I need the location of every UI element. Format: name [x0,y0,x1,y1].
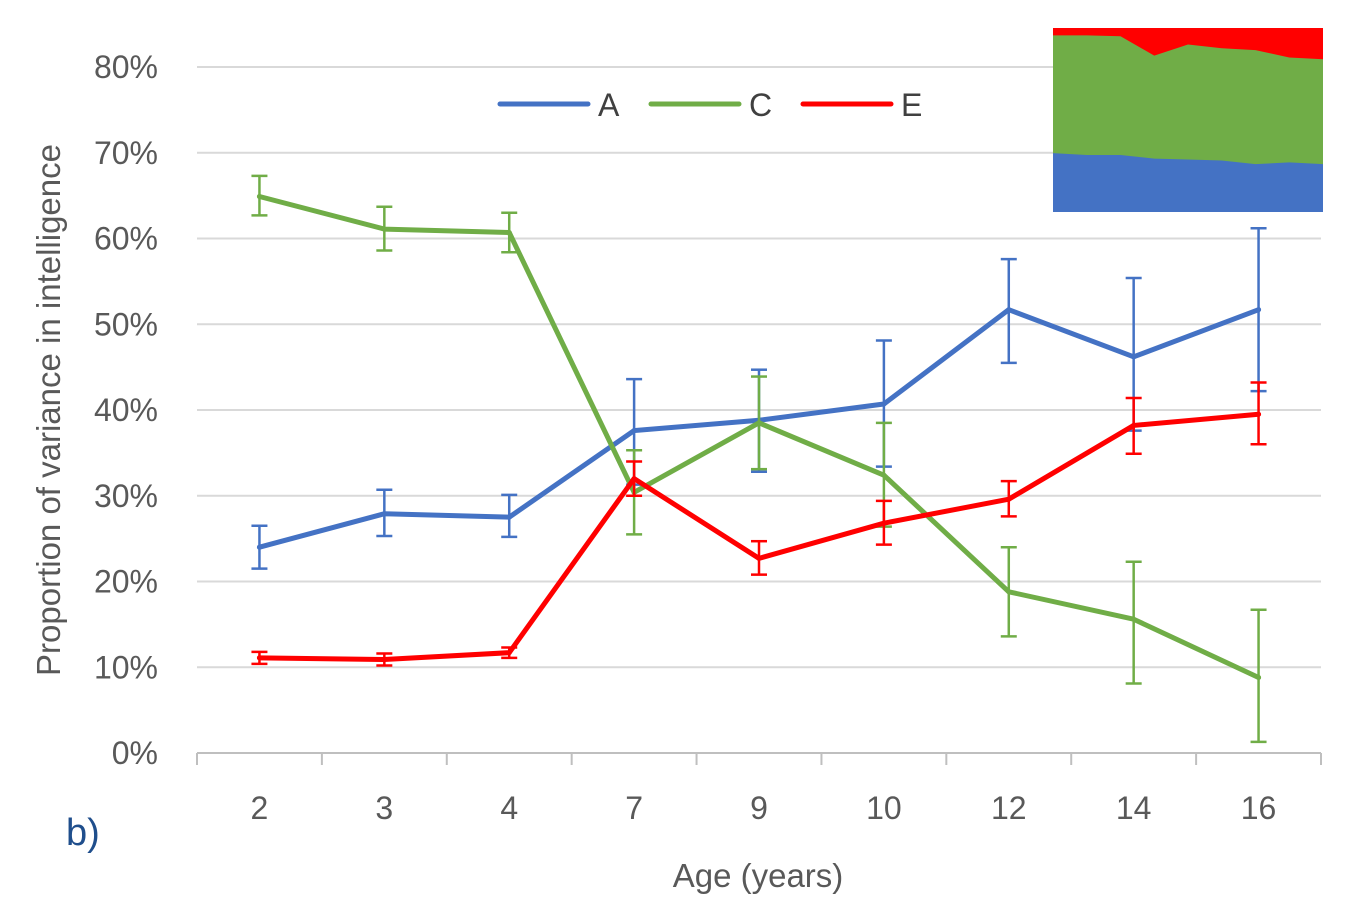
x-tick-label: 7 [625,790,643,826]
legend-label-C: C [749,87,772,123]
data-point [756,420,762,426]
data-point [1131,422,1137,428]
data-point [506,650,512,656]
y-tick-labels: 0% 10% 20% 30% 40% 50% 60% 70% 80% [94,49,158,771]
data-point [631,476,637,482]
x-tick-label: 12 [991,790,1027,826]
y-tick-label: 60% [94,221,158,257]
legend-label-E: E [901,87,922,123]
series-lines [251,174,1267,744]
x-axis-title: Age (years) [673,857,844,894]
x-axis [196,752,1322,765]
inset-stacked-area-chart [1053,28,1323,212]
y-tick-label: 0% [112,735,158,771]
y-tick-label: 30% [94,478,158,514]
legend-label-A: A [598,87,620,123]
data-point [1256,411,1262,417]
data-point [256,655,262,661]
data-point [256,193,262,199]
data-point [1256,675,1262,681]
x-tick-label: 10 [866,790,902,826]
data-point [881,520,887,526]
data-point [1131,354,1137,360]
y-tick-label: 50% [94,306,158,342]
data-point [1006,496,1012,502]
series-E [251,381,1267,667]
data-point [1131,616,1137,622]
y-tick-label: 20% [94,564,158,600]
x-tick-labels: 2 3 4 7 9 10 12 14 16 [251,790,1277,826]
data-point [506,229,512,235]
data-point [381,511,387,517]
data-point [1256,307,1262,313]
data-point [881,401,887,407]
y-tick-label: 70% [94,135,158,171]
data-point [1006,307,1012,313]
data-point [631,428,637,434]
x-tick-label: 14 [1116,790,1152,826]
inset-area-A [1053,153,1323,212]
x-tick-label: 2 [251,790,269,826]
data-point [506,514,512,520]
series-C [251,174,1267,744]
x-tick-label: 4 [500,790,518,826]
y-tick-label: 40% [94,392,158,428]
data-point [381,226,387,232]
panel-label: b) [66,812,100,854]
y-tick-label: 10% [94,649,158,685]
y-tick-label: 80% [94,49,158,85]
data-point [756,555,762,561]
x-tick-label: 3 [375,790,393,826]
x-tick-label: 16 [1241,790,1277,826]
data-point [1006,589,1012,595]
data-point [881,472,887,478]
data-point [381,657,387,663]
y-axis-title: Proportion of variance in intelligence [30,144,67,676]
x-tick-label: 9 [750,790,768,826]
data-point [256,544,262,550]
